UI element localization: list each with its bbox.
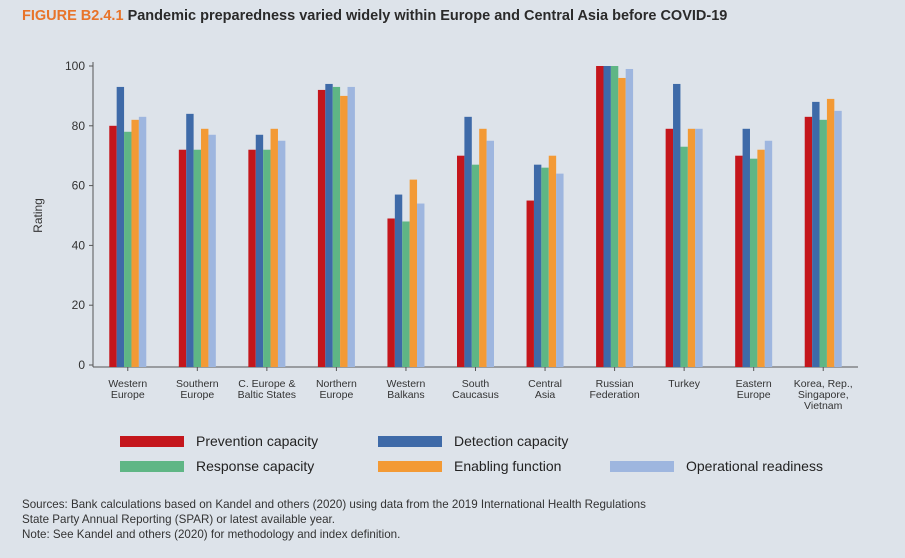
bar-enabling-function [131, 119, 139, 367]
bar-enabling-function [270, 128, 278, 367]
bar-prevention-capacity [317, 89, 326, 368]
bar-operational-readiness [695, 128, 703, 367]
figure-label: FIGURE B2.4.1 [22, 8, 124, 24]
y-tick-label: 40 [72, 238, 86, 252]
bar-enabling-function [409, 179, 418, 367]
bar-prevention-capacity [665, 128, 674, 367]
figure-title-text: Pandemic preparedness varied widely with… [127, 8, 728, 24]
bar-operational-readiness [208, 134, 216, 367]
x-tick-label: C. Europe & [238, 378, 295, 390]
bar-enabling-function [340, 95, 348, 368]
x-tick-label: Turkey [668, 378, 700, 390]
bar-enabling-function [479, 128, 487, 367]
x-tick-label: Western [386, 378, 425, 390]
y-tick-label: 100 [65, 59, 85, 73]
bar-prevention-capacity [109, 125, 117, 367]
sources-line-1: Sources: Bank calculations based on Kand… [22, 498, 646, 511]
bar-detection-capacity [186, 113, 194, 367]
bar-prevention-capacity [526, 200, 534, 367]
bar-enabling-function [548, 155, 557, 367]
bar-response-capacity [332, 86, 341, 368]
bar-detection-capacity [533, 164, 542, 367]
x-tick-label: Asia [535, 389, 556, 401]
bar-operational-readiness [347, 86, 355, 368]
x-tick-label: Northern [316, 378, 357, 390]
bar-prevention-capacity [457, 155, 465, 367]
bar-detection-capacity [255, 134, 264, 367]
bar-response-capacity [819, 119, 827, 367]
bar-detection-capacity [812, 101, 820, 367]
x-tick-label: Europe [319, 389, 353, 401]
bar-response-capacity [749, 158, 758, 367]
bar-prevention-capacity [596, 66, 604, 367]
x-tick-label: Europe [180, 389, 214, 401]
bar-detection-capacity [673, 83, 681, 367]
figure-title: FIGURE B2.4.1 Pandemic preparedness vari… [22, 8, 897, 24]
bar-prevention-capacity [387, 218, 395, 367]
bar-operational-readiness [486, 140, 494, 367]
bar-prevention-capacity [735, 155, 743, 367]
x-tick-label: Eastern [736, 378, 772, 390]
y-tick-label: 80 [72, 119, 86, 133]
bar-response-capacity [680, 146, 688, 367]
bar-detection-capacity [464, 116, 472, 367]
sources-line-2: State Party Annual Reporting (SPAR) or l… [22, 513, 335, 526]
bar-response-capacity [402, 221, 410, 367]
bar-operational-readiness [834, 110, 842, 367]
bar-response-capacity [541, 167, 549, 367]
bar-detection-capacity [325, 83, 333, 367]
bar-prevention-capacity [804, 116, 813, 367]
bar-response-capacity [193, 149, 202, 367]
bar-response-capacity [471, 164, 480, 367]
y-tick-label: 60 [72, 179, 86, 193]
x-tick-label: Balkans [387, 389, 424, 401]
bar-response-capacity [610, 66, 619, 367]
bar-enabling-function [757, 149, 765, 367]
bar-operational-readiness [556, 173, 564, 367]
bar-detection-capacity [394, 194, 403, 367]
bar-operational-readiness [625, 68, 634, 368]
bar-operational-readiness [417, 203, 425, 367]
x-tick-label: Korea, Rep., [794, 378, 853, 390]
bar-response-capacity [263, 149, 271, 367]
bar-response-capacity [124, 131, 132, 367]
footer-notes: Sources: Bank calculations based on Kand… [22, 497, 892, 542]
x-tick-label: Vietnam [804, 400, 843, 412]
x-tick-label: Caucasus [452, 389, 499, 401]
bar-prevention-capacity [178, 149, 187, 367]
x-tick-label: Western [108, 378, 147, 390]
x-tick-label: Southern [176, 378, 219, 390]
bar-operational-readiness [277, 140, 286, 367]
x-tick-label: South [462, 378, 490, 390]
bar-enabling-function [618, 77, 626, 368]
bar-operational-readiness [764, 140, 773, 367]
y-tick-label: 0 [78, 358, 85, 372]
x-tick-label: Europe [111, 389, 145, 401]
bar-enabling-function [826, 98, 835, 367]
bar-detection-capacity [742, 128, 750, 367]
note-line: Note: See Kandel and others (2020) for m… [22, 528, 401, 541]
bar-enabling-function [201, 128, 209, 367]
bar-enabling-function [687, 128, 696, 367]
x-tick-label: Europe [737, 389, 771, 401]
bar-detection-capacity [116, 86, 125, 368]
x-tick-label: Federation [589, 389, 639, 401]
y-axis-label: Rating [31, 198, 45, 233]
y-tick-label: 20 [72, 298, 86, 312]
bar-prevention-capacity [248, 149, 256, 367]
x-tick-label: Russian [596, 378, 634, 390]
x-tick-label: Central [528, 378, 562, 390]
x-tick-label: Baltic States [238, 389, 296, 401]
x-tick-label: Singapore, [798, 389, 849, 401]
bar-detection-capacity [603, 66, 611, 367]
bar-operational-readiness [138, 116, 147, 367]
